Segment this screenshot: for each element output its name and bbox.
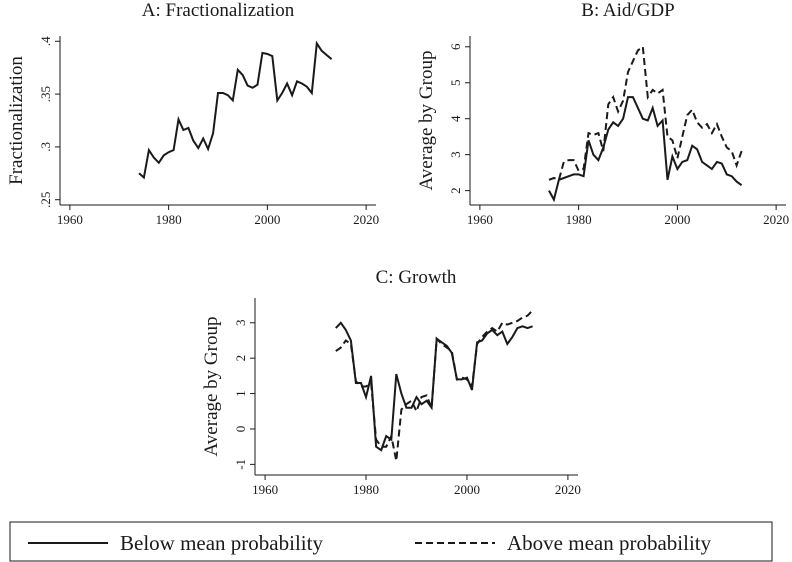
x-tick-label: 2020 <box>555 482 581 497</box>
data-line <box>548 44 743 182</box>
chart-title: B: Aid/GDP <box>581 0 674 21</box>
y-tick-label: 3 <box>233 320 248 327</box>
x-tick-label: 1960 <box>252 482 278 497</box>
y-tick-label: 5 <box>448 79 463 86</box>
x-tick-label: 1980 <box>156 212 182 227</box>
y-tick-label: 3 <box>448 151 463 158</box>
legend-box <box>9 521 773 562</box>
x-tick-label: 1960 <box>57 212 83 227</box>
y-tick-label: .3 <box>38 142 53 152</box>
y-tick-label: -1 <box>233 459 248 470</box>
x-tick-label: 2000 <box>664 212 690 227</box>
data-line <box>548 96 743 203</box>
y-axis-label: Average by Group <box>201 317 222 457</box>
data-line <box>138 40 333 180</box>
x-tick-label: 1960 <box>467 212 493 227</box>
y-tick-label: 4 <box>448 115 463 122</box>
x-tick-label: 2000 <box>254 212 280 227</box>
x-tick-label: 1980 <box>353 482 379 497</box>
legend-label: Below mean probability <box>120 531 323 555</box>
y-tick-label: .25 <box>38 192 53 208</box>
y-tick-label: 2 <box>448 187 463 194</box>
y-axis-label: Fractionalization <box>6 56 27 185</box>
x-tick-label: 2020 <box>353 212 379 227</box>
chart-title: A: Fractionalization <box>142 0 295 21</box>
data-line <box>335 321 533 452</box>
y-tick-label: .35 <box>38 86 53 102</box>
y-tick-label: 6 <box>448 43 463 50</box>
y-tick-label: .4 <box>38 36 53 46</box>
y-axis-label: Average by Group <box>416 51 437 191</box>
legend-label: Above mean probability <box>507 531 712 555</box>
y-tick-label: 2 <box>233 355 248 362</box>
chart-title: C: Growth <box>376 267 457 288</box>
x-tick-label: 2020 <box>763 212 789 227</box>
y-tick-label: 1 <box>233 390 248 397</box>
x-tick-label: 2000 <box>454 482 480 497</box>
y-tick-label: 0 <box>233 426 248 433</box>
x-tick-label: 1980 <box>566 212 592 227</box>
data-line <box>335 309 534 461</box>
